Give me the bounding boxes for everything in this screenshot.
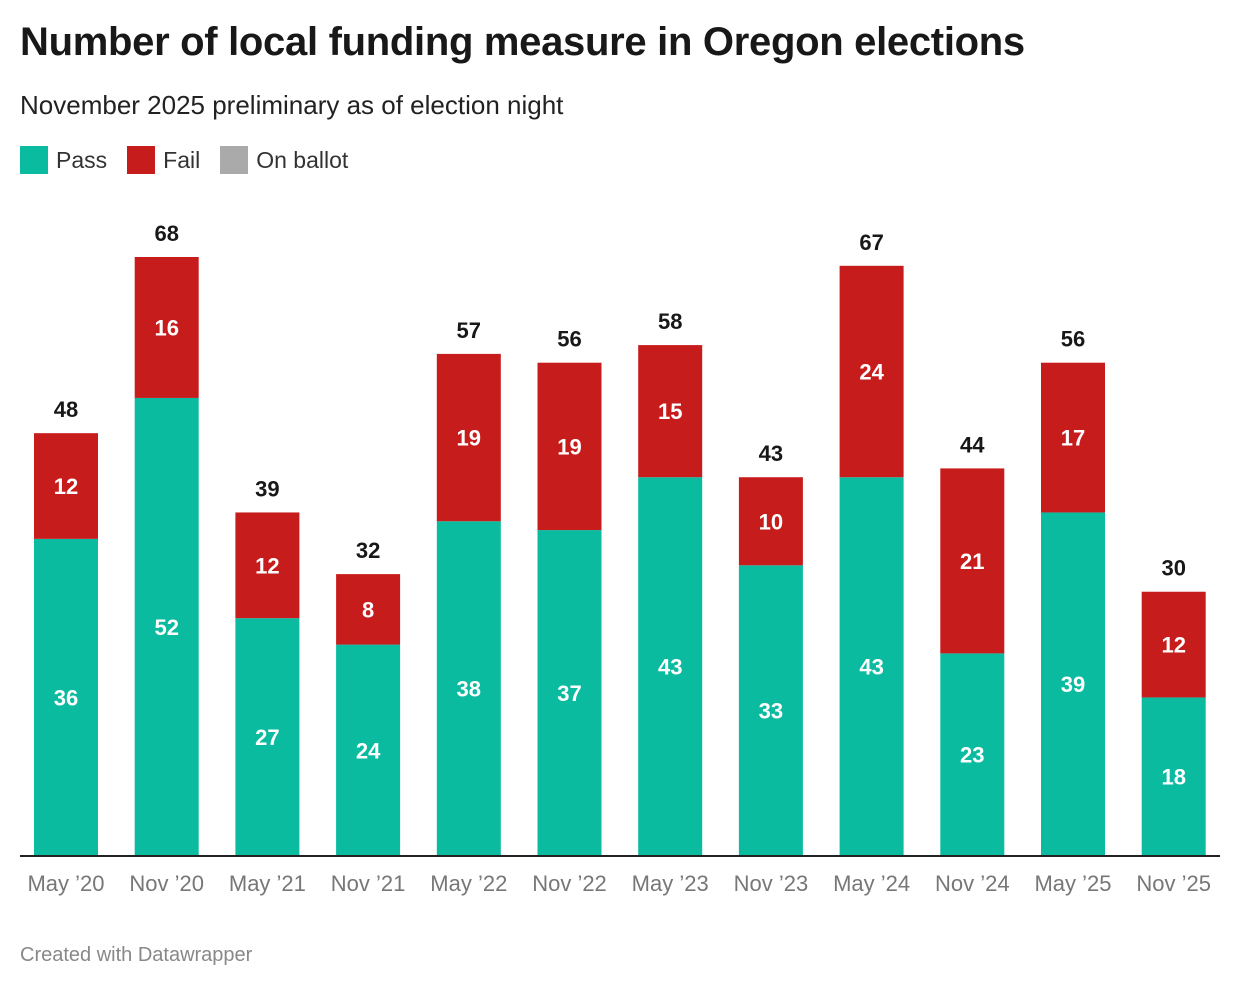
total-label: 56 xyxy=(557,327,581,352)
segment-label: 15 xyxy=(658,399,682,424)
x-tick-label: May ’23 xyxy=(632,871,709,896)
bar-pass xyxy=(738,565,803,856)
segment-label: 52 xyxy=(154,615,178,640)
total-label: 57 xyxy=(457,318,481,343)
bar-pass xyxy=(134,397,199,856)
segment-label: 23 xyxy=(960,743,984,768)
bar-fail xyxy=(1041,362,1105,513)
bar-pass xyxy=(638,477,703,856)
bar-pass xyxy=(34,538,98,856)
segment-label: 21 xyxy=(960,549,984,574)
x-tick-label: May ’20 xyxy=(27,871,104,896)
segment-label: 17 xyxy=(1061,426,1085,451)
x-tick-label: May ’21 xyxy=(229,871,306,896)
segment-label: 12 xyxy=(255,553,279,578)
legend-swatch-pass xyxy=(20,146,48,174)
footer-credit: Created with Datawrapper xyxy=(20,944,253,966)
legend-label: Pass xyxy=(56,146,108,173)
segment-label: 39 xyxy=(1061,672,1085,697)
legend: Pass Fail On ballot xyxy=(20,146,348,174)
total-label: 56 xyxy=(1061,327,1085,352)
bar-fail xyxy=(134,257,199,398)
segment-label: 12 xyxy=(1161,633,1185,658)
total-label: 32 xyxy=(356,538,380,563)
segment-label: 27 xyxy=(255,725,279,750)
bar-pass xyxy=(537,530,602,856)
bar-fail xyxy=(34,433,98,539)
total-label: 48 xyxy=(54,397,78,422)
bar-pass xyxy=(1141,697,1206,856)
legend-label: Fail xyxy=(163,146,201,173)
x-tick-label: May ’24 xyxy=(833,871,910,896)
bar-pass xyxy=(436,521,501,856)
segment-label: 37 xyxy=(557,681,581,706)
total-label: 68 xyxy=(154,221,178,246)
total-label: 44 xyxy=(960,432,985,457)
segment-label: 16 xyxy=(154,315,178,340)
legend-item-on-ballot: On ballot xyxy=(220,146,348,174)
legend-swatch-fail xyxy=(127,146,156,174)
total-label: 39 xyxy=(255,476,279,501)
bar-pass xyxy=(1041,512,1105,856)
bar-fail xyxy=(537,362,602,531)
legend-swatch-on-ballot xyxy=(220,146,249,174)
legend-item-fail: Fail xyxy=(127,146,200,174)
x-tick-label: Nov ’24 xyxy=(935,871,1010,896)
segment-label: 43 xyxy=(859,655,883,680)
x-tick-label: May ’22 xyxy=(430,871,507,896)
total-label: 58 xyxy=(658,309,682,334)
segment-label: 24 xyxy=(356,738,381,763)
legend-item-pass: Pass xyxy=(20,146,107,174)
x-tick-label: Nov ’22 xyxy=(532,871,607,896)
bar-fail xyxy=(1141,591,1206,698)
bar-pass xyxy=(940,653,1005,856)
x-tick-label: Nov ’20 xyxy=(129,871,204,896)
segment-label: 36 xyxy=(54,685,78,710)
segment-label: 33 xyxy=(759,699,783,724)
x-tick-label: May ’25 xyxy=(1034,871,1111,896)
bar-fail xyxy=(738,477,803,566)
segment-label: 19 xyxy=(457,426,481,451)
segment-label: 8 xyxy=(362,597,374,622)
x-tick-label: Nov ’21 xyxy=(331,871,406,896)
chart-title: Number of local funding measure in Orego… xyxy=(20,20,1025,64)
total-label: 43 xyxy=(759,441,783,466)
segment-label: 18 xyxy=(1161,765,1185,790)
bar-fail xyxy=(638,345,703,478)
segment-label: 19 xyxy=(557,434,581,459)
segment-label: 43 xyxy=(658,655,682,680)
total-label: 67 xyxy=(859,230,883,255)
total-label: 30 xyxy=(1161,556,1185,581)
bar-pass xyxy=(839,477,904,856)
bar-pass xyxy=(235,618,300,856)
segment-label: 24 xyxy=(859,360,884,385)
bar-fail xyxy=(235,512,300,619)
bar-fail xyxy=(839,265,904,478)
bar-fail xyxy=(436,353,501,522)
bar-fail xyxy=(336,574,401,645)
x-tick-label: Nov ’25 xyxy=(1136,871,1211,896)
segment-label: 10 xyxy=(759,509,783,534)
bar-fail xyxy=(940,468,1005,654)
bar-pass xyxy=(336,644,401,856)
x-tick-label: Nov ’23 xyxy=(734,871,809,896)
chart-subtitle: November 2025 preliminary as of election… xyxy=(20,90,564,120)
segment-label: 12 xyxy=(54,474,78,499)
segment-label: 38 xyxy=(457,677,481,702)
legend-label: On ballot xyxy=(256,146,349,173)
